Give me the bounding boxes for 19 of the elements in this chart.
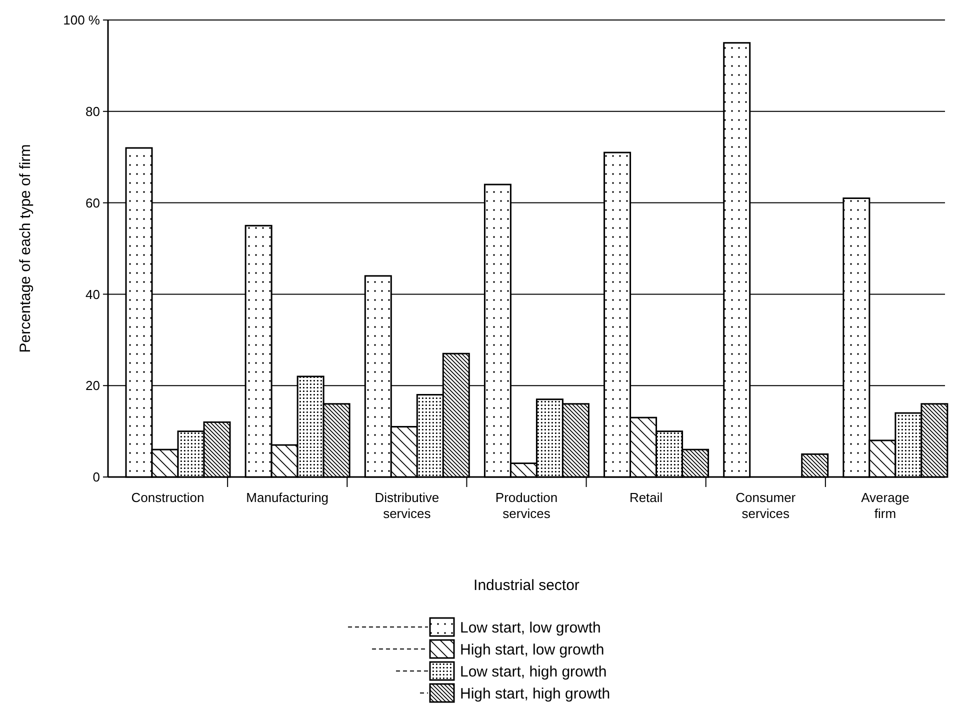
y-axis-title: Percentage of each type of firm — [17, 144, 34, 353]
x-tick-label: Distributive services — [374, 490, 440, 521]
y-tick-label: 20 — [86, 378, 100, 394]
legend-label: High start, high growth — [460, 685, 610, 702]
x-axis-title: Industrial sector — [474, 577, 580, 594]
x-tick-label: Production services — [495, 490, 558, 521]
y-tick-label: 100 % — [63, 12, 100, 28]
x-tick-label: Average firm — [861, 490, 910, 521]
legend-label: High start, low growth — [460, 641, 604, 658]
x-tick-label: Consumer services — [736, 490, 796, 521]
y-tick-label: 0 — [92, 470, 100, 485]
x-tick-label: Construction — [131, 490, 204, 505]
x-tick-label: Retail — [629, 490, 663, 505]
y-tick-label: 60 — [86, 195, 100, 210]
legend-label: Low start, high growth — [460, 663, 607, 680]
x-tick-label: Manufacturing — [246, 490, 329, 505]
y-tick-label: 80 — [86, 104, 100, 119]
y-tick-label: 40 — [86, 286, 100, 302]
legend-label: Low start, low growth — [460, 619, 601, 636]
